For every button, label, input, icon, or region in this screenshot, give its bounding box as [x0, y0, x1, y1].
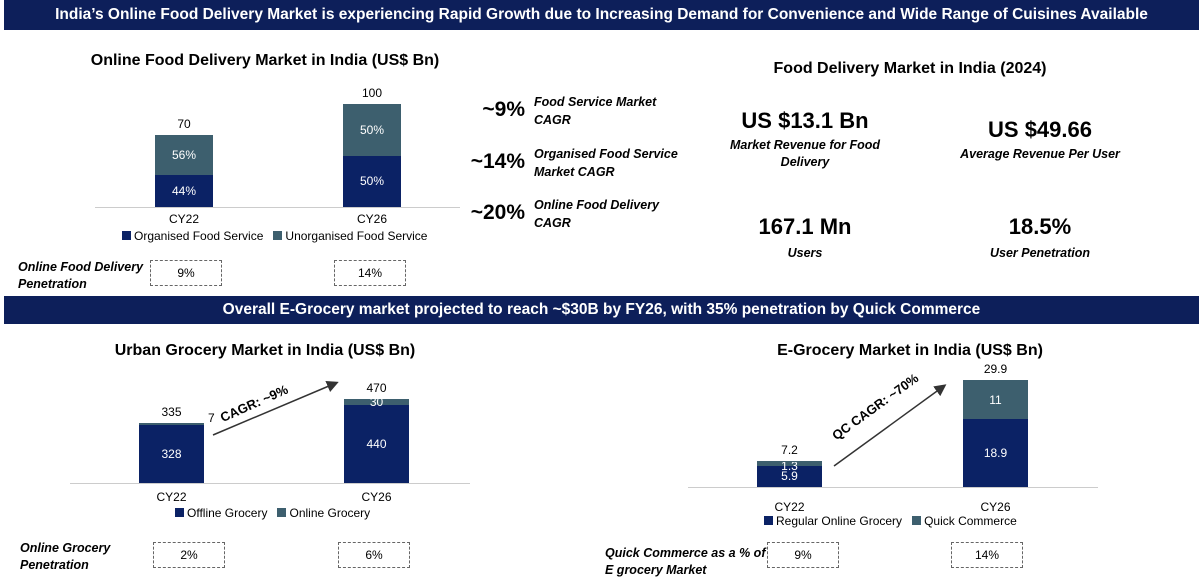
header-banner: India’s Online Food Delivery Market is e…	[4, 0, 1199, 30]
penetration-box: 9%	[767, 542, 839, 568]
bar-segment: 440	[344, 404, 409, 483]
bar-total: 335	[161, 405, 182, 420]
stacked-bar: 5.9 1.3	[757, 461, 822, 487]
segment-label: 328	[161, 446, 182, 461]
kpi-value: US $49.66	[988, 117, 1092, 142]
x-tick-label: CY26	[980, 500, 1011, 514]
segment-label: 440	[366, 436, 387, 451]
legend-label: Organised Food Service	[134, 229, 264, 243]
penetration-box: 14%	[951, 542, 1023, 568]
stacked-bar: 44% 56%	[155, 134, 213, 207]
penetration-box: 2%	[153, 542, 225, 568]
legend-item: Regular Online Grocery	[764, 514, 902, 528]
segment-label: 7	[208, 410, 215, 425]
penetration-label: Online Grocery Penetration	[20, 541, 111, 572]
kpi-label: User Penetration	[989, 246, 1091, 260]
x-tick-label: CY22	[168, 212, 200, 226]
legend-item: Organised Food Service	[122, 229, 263, 243]
cagr-label: Food Service Market CAGR	[534, 95, 657, 127]
x-tick-label: CY26	[356, 212, 388, 226]
x-axis	[688, 487, 1098, 488]
x-tick-label: CY22	[156, 490, 187, 504]
segment-label: 56%	[171, 148, 197, 163]
segment-label: 1.3	[781, 461, 798, 470]
cagr-value: ~14%	[470, 150, 525, 173]
bar-segment: 328	[139, 424, 204, 483]
bar-segment: 18.9	[963, 419, 1028, 487]
legend-label: Offline Grocery	[187, 506, 268, 520]
legend: Organised Food Service Unorganised Food S…	[122, 229, 427, 243]
legend-item: Quick Commerce	[912, 514, 1017, 528]
kpi-title: Food Delivery Market in India (2024)	[773, 60, 1047, 77]
stacked-bar: 440 30	[344, 395, 409, 483]
bar-total: 70	[177, 116, 191, 131]
legend-label: Unorganised Food Service	[285, 229, 428, 243]
bar-total: 470	[366, 381, 387, 396]
kpi-label: Market Revenue for Food Delivery	[729, 138, 881, 169]
legend: Offline Grocery Online Grocery	[175, 506, 370, 520]
bar-segment: 1.3	[757, 461, 822, 470]
x-axis	[95, 207, 460, 208]
x-tick-label: CY22	[774, 500, 805, 514]
chart-title: E-Grocery Market in India (US$ Bn)	[777, 342, 1043, 359]
legend-swatch	[764, 516, 773, 525]
bar-segment: 7	[139, 411, 215, 425]
legend-label: Quick Commerce	[924, 514, 1017, 528]
legend-swatch	[175, 508, 184, 517]
bar-segment: 30	[344, 395, 409, 409]
segment-label: 44%	[171, 184, 197, 199]
segment-label: 30	[369, 395, 384, 410]
penetration-label: Online Food Delivery Penetration	[18, 260, 144, 291]
bar-total: 7.2	[781, 443, 798, 458]
bar-segment: 56%	[155, 134, 213, 176]
legend: Regular Online Grocery Quick Commerce	[764, 514, 1017, 528]
bar-total: 29.9	[983, 361, 1008, 376]
bar-segment: 5.9	[757, 465, 822, 487]
bar-segment: 11	[963, 379, 1028, 420]
chart-title: Urban Grocery Market in India (US$ Bn)	[114, 342, 416, 359]
x-axis	[70, 483, 470, 484]
segment-label: 11	[989, 392, 1002, 407]
cagr-label: Online Food Delivery CAGR	[534, 198, 660, 230]
bar-segment: 50%	[343, 104, 401, 156]
legend-swatch	[273, 231, 283, 240]
bar-segment: 44%	[155, 175, 213, 207]
penetration-box: 9%	[150, 260, 222, 286]
legend-item: Offline Grocery	[175, 506, 267, 520]
chart-title: Online Food Delivery Market in India (US…	[90, 52, 440, 69]
stacked-bar: 328 7	[139, 411, 215, 483]
kpi-label: Users	[787, 246, 823, 260]
arrow-line	[212, 380, 339, 436]
kpi-value: 18.5%	[1008, 214, 1072, 239]
legend-label: Online Grocery	[289, 506, 371, 520]
segment-label: 18.9	[983, 446, 1008, 461]
bar-total: 100	[361, 86, 383, 100]
legend-swatch	[122, 231, 131, 240]
bar-segment: 50%	[343, 155, 401, 207]
segment-label: 5.9	[781, 469, 798, 484]
legend-swatch	[912, 516, 922, 525]
penetration-label: Quick Commerce as a % of E grocery Marke…	[605, 546, 766, 577]
kpi-value: US $13.1 Bn	[741, 108, 869, 133]
section-banner: Overall E-Grocery market projected to re…	[4, 296, 1199, 324]
legend-item: Unorganised Food Service	[273, 229, 427, 243]
segment-label: 50%	[359, 174, 385, 189]
cagr-value: ~9%	[482, 98, 525, 121]
cagr-value: ~20%	[470, 201, 525, 224]
kpi-value: 167.1 Mn	[758, 214, 852, 239]
stacked-bar: 50% 50%	[343, 104, 401, 207]
cagr-label: Organised Food Service Market CAGR	[534, 147, 678, 179]
arrow-line	[833, 384, 947, 467]
legend-item: Online Grocery	[277, 506, 370, 520]
stacked-bar: 18.9 11	[963, 379, 1028, 487]
legend-swatch	[277, 508, 287, 517]
segment-label: 50%	[359, 122, 385, 137]
kpi-label: Average Revenue Per User	[960, 147, 1120, 161]
penetration-box: 6%	[338, 542, 410, 568]
legend-label: Regular Online Grocery	[776, 514, 903, 528]
penetration-box: 14%	[334, 260, 406, 286]
x-tick-label: CY26	[361, 490, 392, 504]
